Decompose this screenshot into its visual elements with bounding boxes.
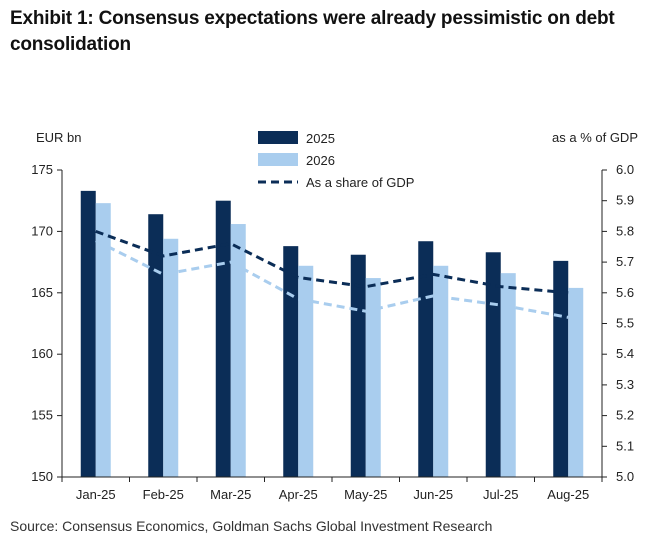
bar-2026-Aug-25 <box>568 287 584 477</box>
legend-swatch-2026 <box>258 153 298 166</box>
bars-layer <box>80 190 584 477</box>
bar-2026-Jan-25 <box>95 203 111 477</box>
bar-2025-May-25 <box>350 254 366 477</box>
right-tick-label: 5.0 <box>616 469 634 484</box>
right-tick-label: 5.5 <box>616 316 634 331</box>
right-tick-label: 5.7 <box>616 254 634 269</box>
left-tick-label: 155 <box>31 408 53 423</box>
bar-2025-Jul-25 <box>485 252 501 477</box>
x-tick-label: Mar-25 <box>210 487 251 502</box>
bar-2026-Apr-25 <box>298 265 314 477</box>
bar-2025-Jan-25 <box>80 190 96 477</box>
lines-layer <box>95 229 569 319</box>
bar-2026-Mar-25 <box>230 224 246 477</box>
legend-label: 2025 <box>306 131 335 146</box>
chart-title: Exhibit 1: Consensus expectations were a… <box>10 8 615 55</box>
legend-label: 2026 <box>306 153 335 168</box>
legend: 2025 2026 As a share of GDP <box>258 131 414 190</box>
x-tick-label: May-25 <box>344 487 387 502</box>
left-axis-title: EUR bn <box>36 130 82 145</box>
axes-layer: 150 155 160 165 170 175 5.0 5.1 5.2 5.3 5.4 5.5 5.6 5… <box>31 130 638 502</box>
left-tick-label: 165 <box>31 285 53 300</box>
right-tick-label: 5.9 <box>616 193 634 208</box>
bar-2025-Apr-25 <box>283 246 299 477</box>
right-tick-label: 5.2 <box>616 408 634 423</box>
legend-swatch-2025 <box>258 131 298 144</box>
bar-2026-May-25 <box>365 278 381 477</box>
left-tick-label: 150 <box>31 469 53 484</box>
bar-2026-Jun-25 <box>433 265 449 477</box>
x-tick-label: Jan-25 <box>76 487 116 502</box>
bar-2026-Feb-25 <box>163 238 179 477</box>
chart: 150 155 160 165 170 175 5.0 5.1 5.2 5.3 5.4 5.5 5.6 5… <box>31 130 638 502</box>
bar-2026-Jul-25 <box>500 273 516 477</box>
left-tick-label: 170 <box>31 223 53 238</box>
right-tick-label: 5.4 <box>616 346 634 361</box>
x-tick-label: Jun-25 <box>413 487 453 502</box>
legend-label: As a share of GDP <box>306 175 414 190</box>
x-tick-label: Feb-25 <box>143 487 184 502</box>
right-tick-label: 5.1 <box>616 438 634 453</box>
right-tick-label: 5.8 <box>616 223 634 238</box>
bar-2025-Feb-25 <box>148 214 164 477</box>
x-tick-label: Apr-25 <box>279 487 318 502</box>
right-tick-label: 5.6 <box>616 285 634 300</box>
right-axis-title: as a % of GDP <box>552 130 638 145</box>
right-tick-label: 5.3 <box>616 377 634 392</box>
x-tick-label: Aug-25 <box>547 487 589 502</box>
bar-2025-Jun-25 <box>418 241 434 477</box>
left-tick-label: 175 <box>31 162 53 177</box>
x-tick-label: Jul-25 <box>483 487 518 502</box>
right-tick-label: 6.0 <box>616 162 634 177</box>
left-tick-label: 160 <box>31 346 53 361</box>
source-note: Source: Consensus Economics, Goldman Sac… <box>10 518 493 534</box>
bar-2025-Mar-25 <box>215 200 231 477</box>
line-as-a-share-of-gdp <box>95 229 569 295</box>
